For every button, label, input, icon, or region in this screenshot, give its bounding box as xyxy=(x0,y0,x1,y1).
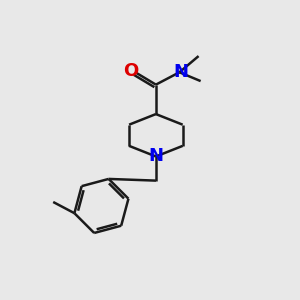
Text: N: N xyxy=(148,148,164,166)
Text: N: N xyxy=(173,63,188,81)
Text: O: O xyxy=(123,62,139,80)
